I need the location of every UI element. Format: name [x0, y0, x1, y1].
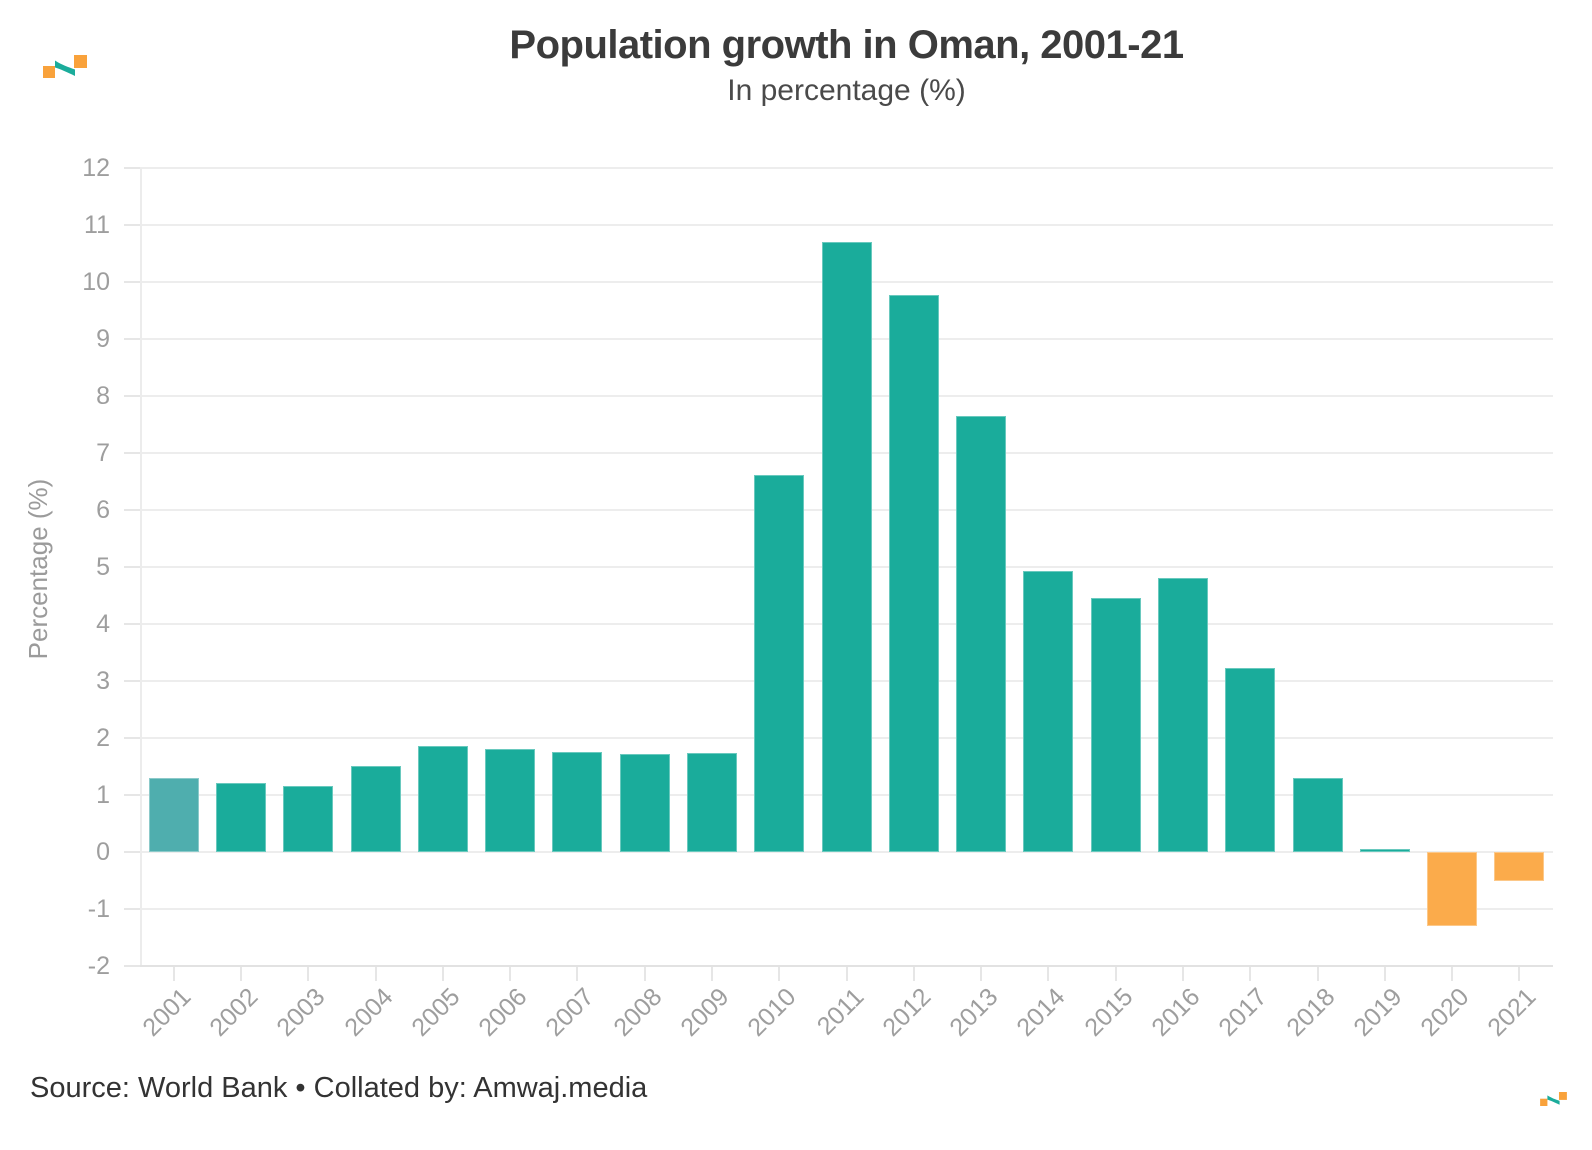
bar-2003[interactable] — [283, 785, 334, 852]
y-tick-7 — [124, 452, 140, 454]
y-tick-11 — [124, 224, 140, 226]
bar-2021[interactable] — [1494, 852, 1545, 881]
x-tick-2008 — [643, 967, 646, 981]
y-tick-4 — [124, 623, 140, 625]
y-tick-1 — [124, 794, 140, 796]
x-tick-2003 — [307, 967, 310, 981]
gridline-0 — [140, 851, 1553, 853]
gridline-12 — [140, 167, 1553, 169]
x-tick-2017 — [1249, 967, 1252, 981]
y-tick-5 — [124, 566, 140, 568]
bar-2004[interactable] — [350, 765, 401, 852]
y-tick-label-7: 7 — [96, 439, 110, 467]
bar-2018[interactable] — [1292, 777, 1343, 852]
x-tick-2006 — [509, 967, 512, 981]
x-tick-2007 — [576, 967, 579, 981]
bar-2008[interactable] — [619, 753, 670, 852]
title-block: Population growth in Oman, 2001-21 In pe… — [140, 22, 1553, 108]
x-tick-2002 — [239, 967, 242, 981]
x-tick-2005 — [441, 967, 444, 981]
y-tick-3 — [124, 680, 140, 682]
bar-2010[interactable] — [754, 475, 805, 852]
gridline-11 — [140, 224, 1553, 226]
bar-2015[interactable] — [1090, 597, 1141, 852]
gridline--1 — [140, 908, 1553, 910]
bar-2013[interactable] — [956, 415, 1007, 852]
y-tick-label-3: 3 — [96, 667, 110, 695]
x-tick-2013 — [980, 967, 983, 981]
x-tick-2011 — [845, 967, 848, 981]
x-tick-2010 — [778, 967, 781, 981]
x-tick-2021 — [1518, 967, 1521, 981]
plot-area: -2 -1 0 1 2 3 4 5 6 7 8 9 10 11 12 2001 2002 2003 2004 2005… — [82, 154, 1553, 1042]
y-tick-8 — [124, 395, 140, 397]
y-tick-0 — [124, 851, 140, 853]
amwaj-logo-icon — [43, 55, 87, 78]
x-tick-2004 — [374, 967, 377, 981]
bar-2001[interactable] — [148, 778, 199, 852]
y-tick-9 — [124, 338, 140, 340]
y-tick-label--1: -1 — [87, 895, 110, 923]
chart-title: Population growth in Oman, 2001-21 — [509, 23, 1184, 67]
y-tick--2 — [124, 965, 140, 967]
y-tick-label-1: 1 — [96, 781, 110, 809]
x-tick-2012 — [912, 967, 915, 981]
x-tick-2019 — [1383, 967, 1386, 981]
x-tick-2020 — [1451, 967, 1454, 981]
y-tick-12 — [124, 167, 140, 169]
y-tick-label-9: 9 — [96, 325, 110, 353]
bar-2017[interactable] — [1225, 668, 1276, 852]
bar-2006[interactable] — [485, 749, 536, 852]
y-tick-10 — [124, 281, 140, 283]
x-tick-2016 — [1181, 967, 1184, 981]
y-tick--1 — [124, 908, 140, 910]
y-tick-label-0: 0 — [96, 838, 110, 866]
source-text: Source: World Bank • Collated by: Amwaj.… — [30, 1072, 648, 1104]
x-tick-2009 — [710, 967, 713, 981]
bar-2009[interactable] — [686, 752, 737, 852]
x-tick-2014 — [1047, 967, 1050, 981]
x-axis-line — [140, 965, 1553, 967]
x-tick-2018 — [1316, 967, 1319, 981]
x-tick-2001 — [172, 967, 175, 981]
y-axis-line — [140, 168, 142, 966]
bar-2002[interactable] — [215, 783, 266, 852]
bar-2011[interactable] — [821, 242, 872, 852]
bar-2020[interactable] — [1427, 852, 1478, 927]
bar-2007[interactable] — [552, 751, 603, 852]
y-tick-label-6: 6 — [96, 496, 110, 524]
y-tick-label-5: 5 — [96, 553, 110, 581]
y-tick-label-12: 12 — [82, 154, 110, 182]
y-tick-label--2: -2 — [87, 952, 110, 980]
amwaj-logo-small-icon — [1540, 1092, 1567, 1106]
bar-2019[interactable] — [1359, 849, 1410, 852]
y-tick-label-2: 2 — [96, 724, 110, 752]
y-tick-label-11: 11 — [84, 211, 110, 239]
bar-2016[interactable] — [1157, 578, 1208, 852]
y-tick-label-4: 4 — [96, 610, 110, 638]
y-tick-6 — [124, 509, 140, 511]
y-tick-label-8: 8 — [96, 382, 110, 410]
x-tick-2015 — [1114, 967, 1117, 981]
y-tick-2 — [124, 737, 140, 739]
bar-2005[interactable] — [417, 745, 468, 852]
chart-subtitle: In percentage (%) — [727, 74, 966, 107]
bar-2012[interactable] — [888, 295, 939, 852]
y-tick-label-10: 10 — [82, 268, 110, 296]
bar-2014[interactable] — [1023, 570, 1074, 852]
